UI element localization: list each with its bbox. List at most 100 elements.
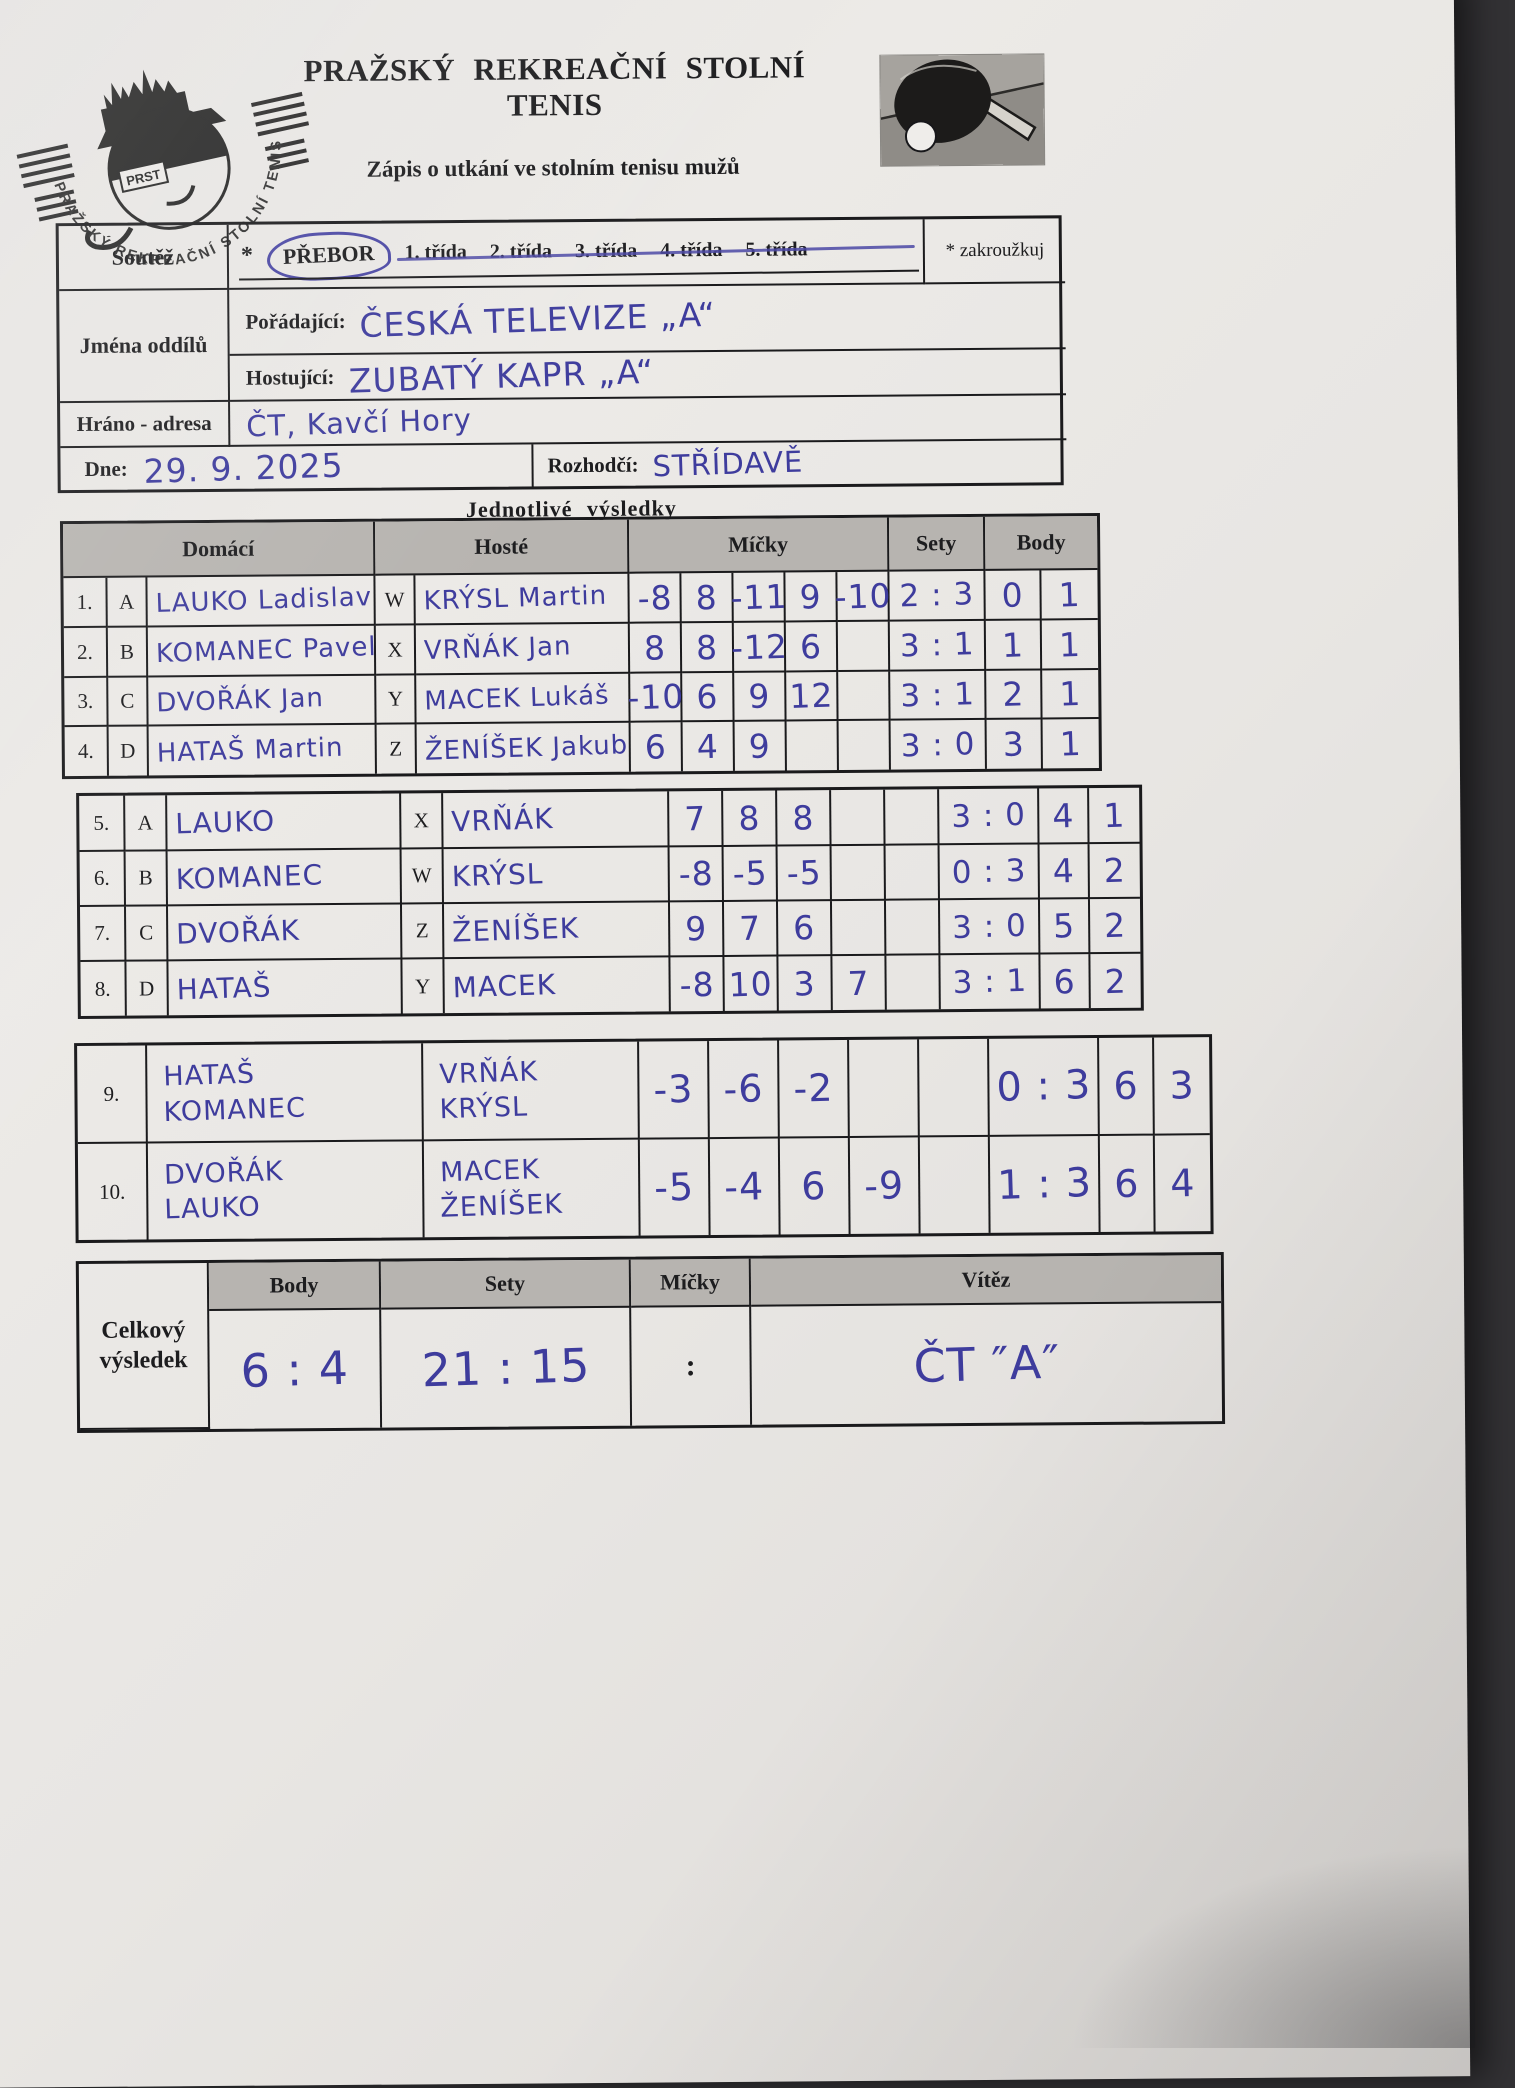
text: B bbox=[119, 639, 135, 664]
text: Vítěz bbox=[961, 1266, 1011, 1293]
cell-no: 4. bbox=[64, 726, 109, 777]
text: 3 : 1 bbox=[951, 962, 1028, 1002]
text: 6 bbox=[1112, 1063, 1140, 1109]
text: 21 : 15 bbox=[420, 1337, 591, 1398]
cell-home-name: DVOŘÁK bbox=[167, 904, 403, 962]
text: KRÝSL bbox=[451, 857, 544, 894]
text: -9 bbox=[863, 1163, 905, 1209]
text: 7 bbox=[738, 908, 762, 949]
cell-ball bbox=[837, 621, 891, 673]
cell-home-pair: HATAŠ KOMANEC bbox=[147, 1043, 424, 1144]
cell-points-home: 1 bbox=[985, 620, 1043, 671]
text: 4. bbox=[77, 738, 94, 764]
text: 8 bbox=[694, 577, 719, 617]
text: X bbox=[387, 636, 403, 662]
text: 5. bbox=[93, 810, 110, 835]
cell-ball: 3 bbox=[778, 956, 833, 1011]
summary-header-body: Body bbox=[208, 1261, 382, 1312]
cell-points-home: 2 bbox=[986, 670, 1043, 720]
cell-points-home: 4 bbox=[1039, 844, 1090, 900]
text: -10 bbox=[833, 575, 892, 617]
date-value: 29. 9. 2025 bbox=[143, 445, 345, 491]
cell-letter: Y bbox=[402, 959, 445, 1014]
cell-letter: W bbox=[375, 575, 416, 626]
text: 3 bbox=[1168, 1062, 1196, 1108]
cell-guest-name: ŽENÍŠEK bbox=[443, 902, 671, 960]
text: -8 bbox=[677, 853, 714, 894]
text: HATAŠ bbox=[162, 1058, 256, 1093]
text: DVOŘÁK Jan bbox=[155, 682, 325, 718]
cell-letter: B bbox=[125, 851, 168, 907]
text: 9 bbox=[748, 726, 772, 767]
text: -6 bbox=[722, 1066, 765, 1112]
cell-ball bbox=[838, 720, 891, 771]
cell-no: 1. bbox=[63, 577, 108, 629]
cell-sets: 3 : 1 bbox=[940, 954, 1041, 1010]
results-table-singles-2: 5. A LAUKO X VRŇÁK 7 8 8 3 : 0 4 1 6. B … bbox=[76, 784, 1144, 1020]
cell-no: 3. bbox=[64, 677, 109, 728]
cell-points-home: 0 bbox=[985, 570, 1042, 621]
cell-no: 2. bbox=[63, 627, 109, 679]
cell-home-name: LAUKO bbox=[167, 793, 402, 852]
zakrouzkuj-note: * zakroužkuj bbox=[924, 218, 1066, 285]
cell-ball: -9 bbox=[849, 1137, 921, 1234]
text: VRŇÁK bbox=[438, 1056, 539, 1091]
text: 2. bbox=[77, 639, 93, 664]
summary-label: Celkový výsledek bbox=[78, 1263, 211, 1431]
ball bbox=[904, 120, 937, 153]
text: 8 bbox=[791, 797, 815, 838]
summary-header-micky: Míčky bbox=[630, 1258, 752, 1308]
text: Míčky bbox=[728, 531, 789, 557]
text: -8 bbox=[636, 577, 673, 618]
cell-ball: 12 bbox=[786, 672, 839, 722]
cell-ball: -6 bbox=[709, 1040, 780, 1140]
cell-sets: 3 : 0 bbox=[890, 719, 987, 770]
text: 4 bbox=[1169, 1160, 1197, 1206]
cell-ball: -3 bbox=[639, 1041, 710, 1140]
text: DVOŘÁK bbox=[175, 913, 301, 951]
division-selected-circled: PŘEBOR bbox=[265, 228, 392, 283]
text: Y bbox=[414, 973, 431, 998]
text: -4 bbox=[723, 1164, 765, 1210]
cell-ball: 10 bbox=[724, 956, 779, 1011]
cell-letter: Z bbox=[401, 904, 445, 960]
form-subtitle: Zápis o utkání ve stolním tenisu mužů bbox=[366, 153, 740, 182]
jmena-oddilu-label: Jména oddílů bbox=[59, 289, 231, 404]
text: 3 bbox=[1002, 724, 1026, 765]
cell-ball: -8 bbox=[669, 846, 724, 903]
text: Sety bbox=[484, 1270, 526, 1296]
text: ŽENÍŠEK bbox=[439, 1188, 564, 1224]
cell-points-home: 6 bbox=[1099, 1037, 1155, 1137]
cell-ball: 6 bbox=[785, 622, 839, 673]
cell-ball bbox=[919, 1136, 991, 1234]
cell-no: 6. bbox=[79, 851, 126, 908]
results-table-singles-1: Domácí Hosté Míčky Sety Body 1. A LAUKO … bbox=[59, 513, 1102, 780]
text: W bbox=[384, 586, 405, 612]
division-option-1: 1. třída bbox=[404, 240, 467, 264]
text: 6 : 4 bbox=[239, 1340, 350, 1399]
asterisk: * bbox=[240, 242, 253, 269]
text: -3 bbox=[652, 1066, 695, 1112]
cell-points-guest: 1 bbox=[1089, 787, 1140, 845]
text: -5 bbox=[731, 853, 768, 894]
text: 10. bbox=[99, 1179, 126, 1204]
cell-points-guest: 1 bbox=[1043, 719, 1099, 768]
text: D bbox=[120, 738, 136, 763]
stamp-abbrev-text: PRST bbox=[125, 166, 162, 188]
text: 4 bbox=[1051, 795, 1075, 836]
text: KRÝSL Martin bbox=[423, 580, 608, 617]
cell-ball: 7 bbox=[832, 955, 887, 1011]
hrano-adresa-label: Hráno - adresa bbox=[60, 401, 231, 449]
cell-ball bbox=[831, 900, 887, 957]
text: 0 bbox=[1000, 574, 1025, 615]
cell-home-pair: DVOŘÁK LAUKO bbox=[147, 1141, 425, 1240]
summary-winner-value: ČT ″A″ bbox=[751, 1303, 1222, 1425]
text: A bbox=[118, 589, 135, 614]
text: 7. bbox=[94, 920, 111, 945]
cell-ball: 6 bbox=[682, 672, 735, 723]
text: MACEK Lukáš bbox=[423, 680, 611, 717]
text: D bbox=[138, 975, 155, 1001]
col-header-body: Body bbox=[984, 516, 1098, 571]
text: 1 : 3 bbox=[996, 1159, 1093, 1209]
text: 6 bbox=[800, 1163, 828, 1209]
